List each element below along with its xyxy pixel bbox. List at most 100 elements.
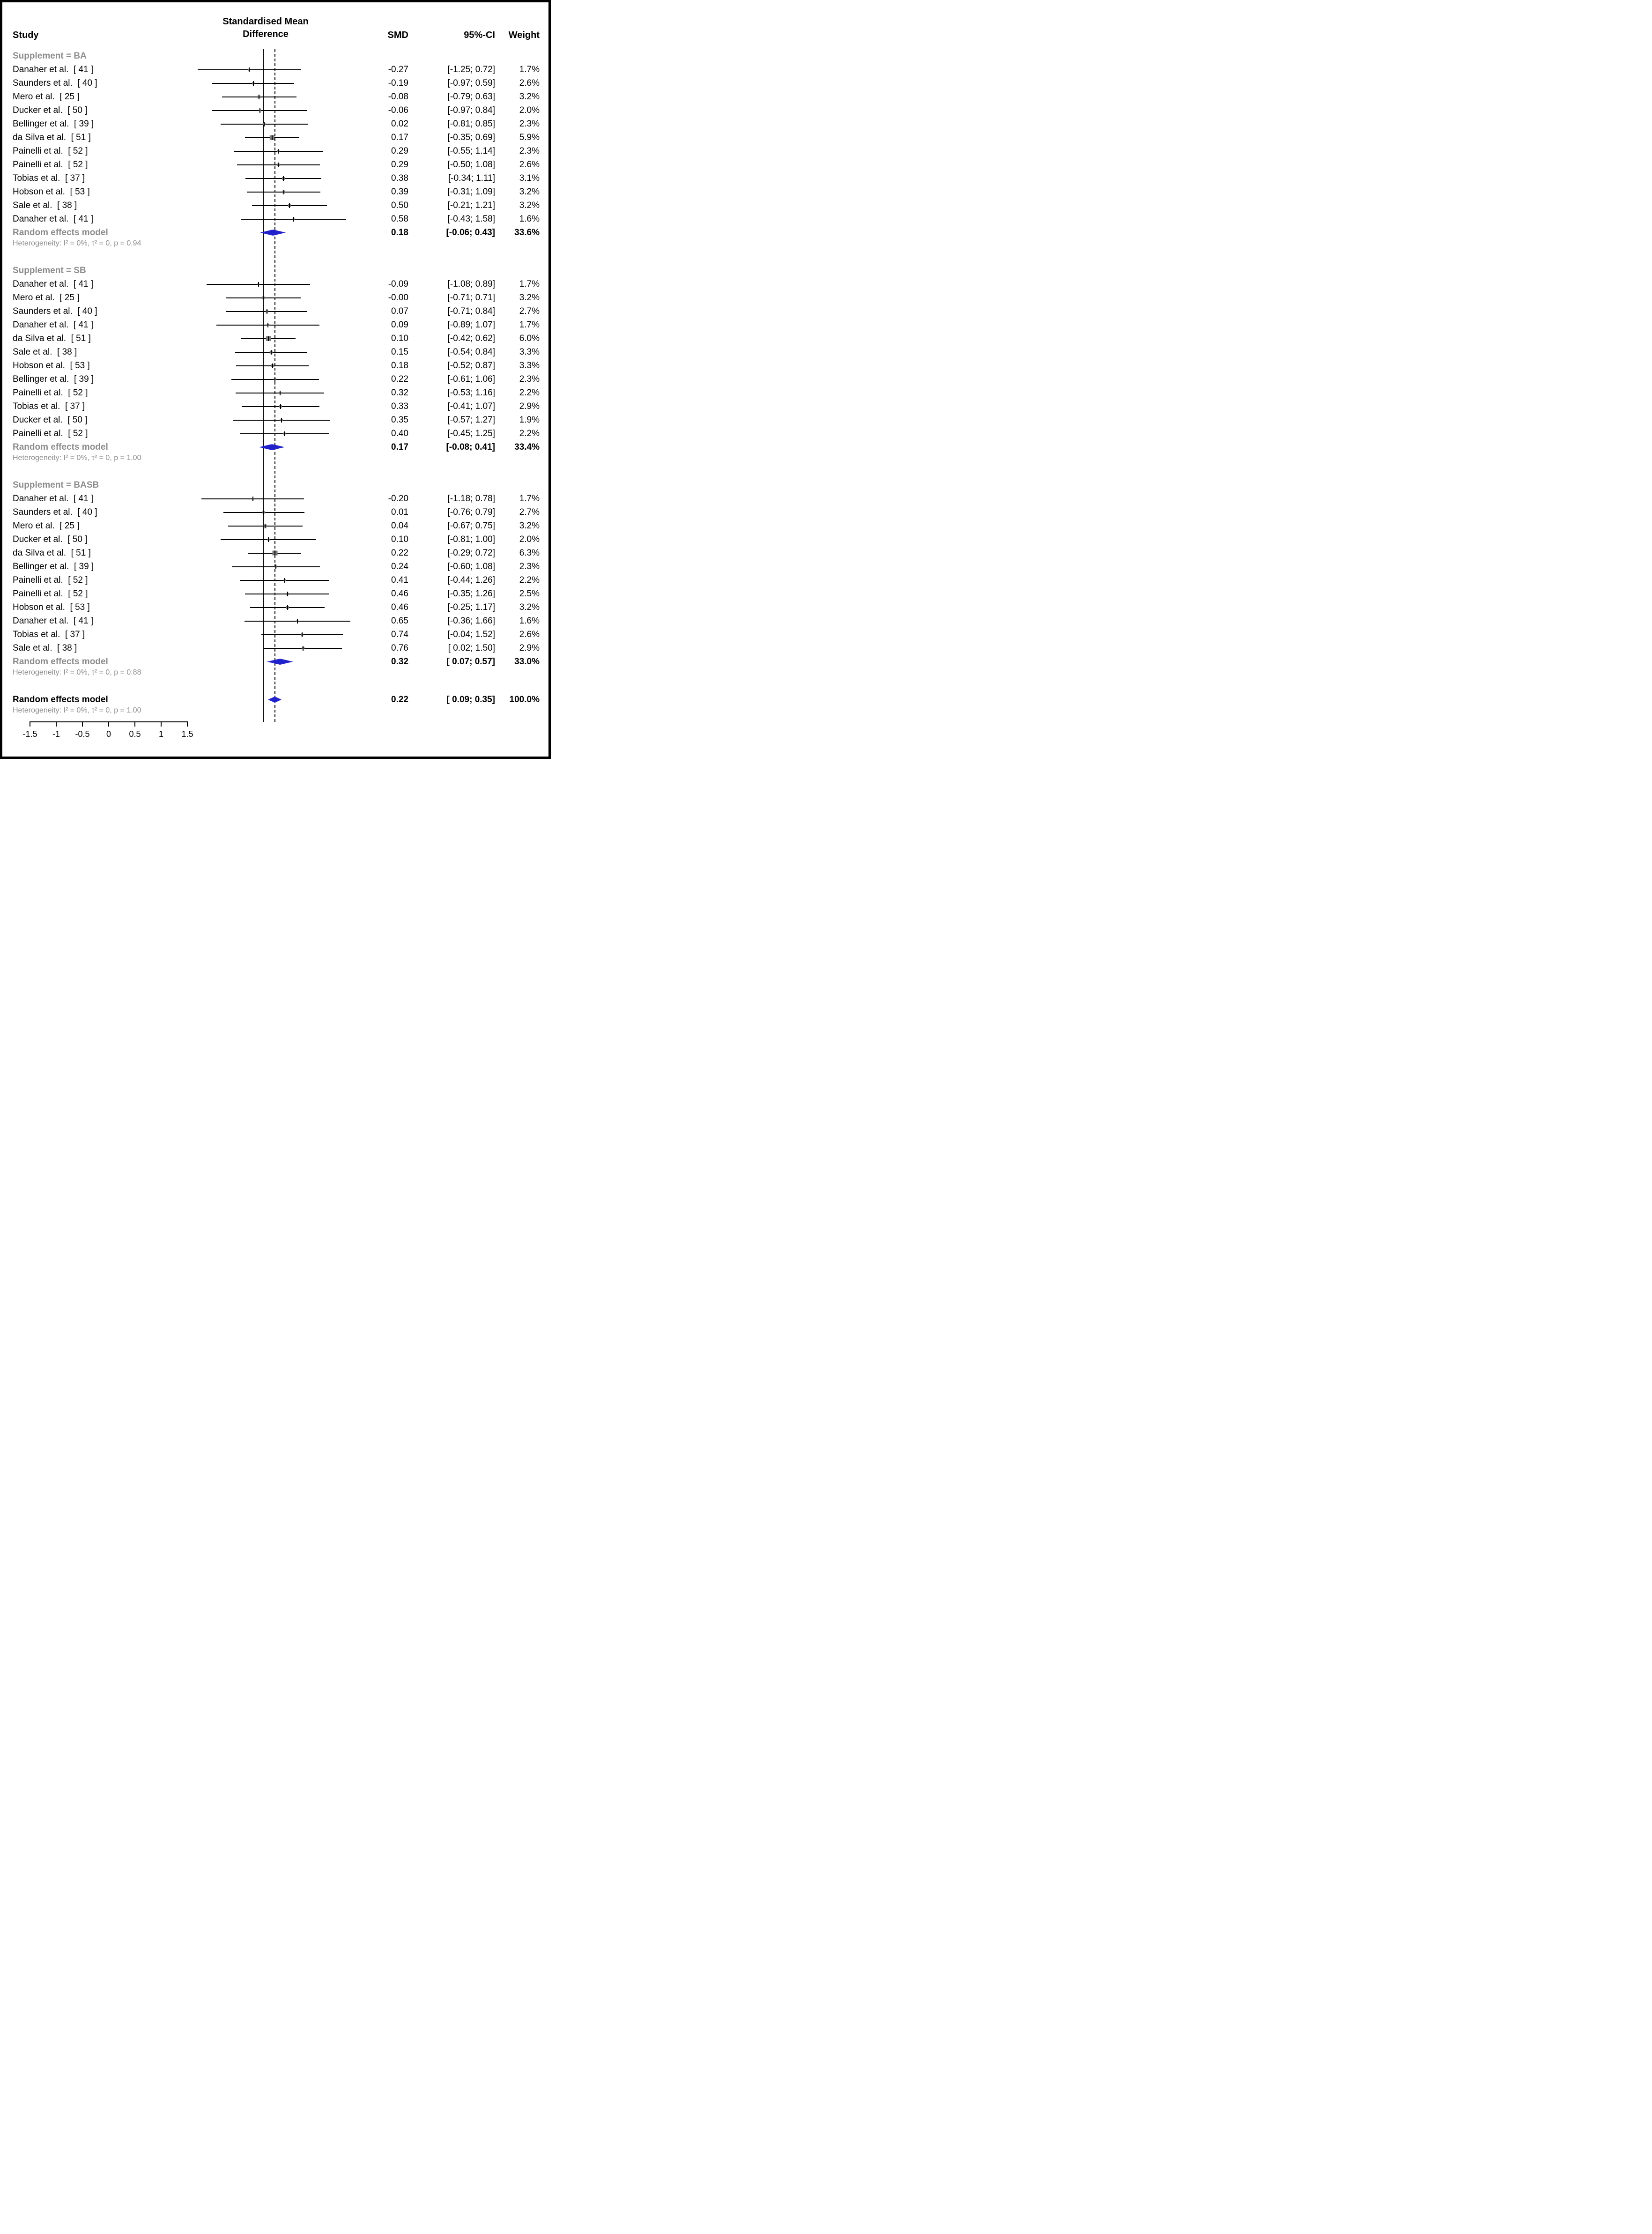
study-label: da Silva et al. [ 51 ]	[13, 132, 91, 142]
ci-value: [-0.81; 1.00]	[447, 534, 495, 544]
point-estimate-tick	[263, 510, 265, 515]
study-label: Bellinger et al. [ 39 ]	[13, 561, 94, 571]
point-estimate-tick	[280, 404, 281, 409]
weight-value: 2.9%	[519, 643, 540, 653]
weight-value: 2.5%	[519, 588, 540, 599]
smd-value: -0.00	[388, 292, 408, 303]
x-axis-tick-label: 0.5	[129, 729, 141, 739]
weight-value: 2.2%	[519, 575, 540, 585]
study-label: Tobias et al. [ 37 ]	[13, 173, 85, 183]
plot-cell	[167, 655, 364, 668]
study-label: Danaher et al. [ 41 ]	[13, 319, 94, 330]
smd-value: 0.29	[391, 146, 408, 156]
smd-value: 0.10	[391, 333, 408, 343]
weight-value: 1.7%	[519, 493, 540, 504]
study-label: Painelli et al. [ 52 ]	[13, 159, 88, 170]
study-row: Ducker et al. [ 50 ] -0.06 [-0.97; 0.84] 2.…	[13, 104, 542, 117]
ci-value: [-0.25; 1.17]	[447, 602, 495, 612]
point-estimate-tick	[289, 203, 290, 208]
plot-cell	[167, 158, 364, 171]
summary-label: Random effects model	[13, 442, 108, 452]
ci-value: [-0.52; 0.87]	[447, 360, 495, 371]
study-label: Bellinger et al. [ 39 ]	[13, 119, 94, 129]
heterogeneity-text: Heterogeneity: I² = 0%, τ² = 0, p = 0.94	[13, 239, 141, 247]
weight-value: 3.2%	[519, 292, 540, 303]
smd-value: 0.22	[391, 694, 408, 705]
study-label: Danaher et al. [ 41 ]	[13, 214, 94, 224]
study-label: da Silva et al. [ 51 ]	[13, 333, 91, 343]
study-row: Mero et al. [ 25 ] -0.08 [-0.79; 0.63] 3.2%	[13, 90, 542, 104]
smd-value: 0.22	[391, 548, 408, 558]
weight-value: 1.6%	[519, 214, 540, 224]
study-label: Mero et al. [ 25 ]	[13, 520, 80, 531]
study-label: Sale et al. [ 38 ]	[13, 347, 77, 357]
plot-cell	[167, 413, 364, 427]
ci-value: [-0.35; 0.69]	[447, 132, 495, 142]
weight-value: 2.9%	[519, 401, 540, 411]
plot-cell	[167, 144, 364, 158]
summary-diamond	[268, 697, 282, 703]
plot-cell	[167, 332, 364, 345]
study-label: Hobson et al. [ 53 ]	[13, 602, 90, 612]
ci-value: [-0.45; 1.25]	[447, 428, 495, 438]
study-row: Hobson et al. [ 53 ] 0.39 [-0.31; 1.09] 3.2…	[13, 185, 542, 199]
study-label: Hobson et al. [ 53 ]	[13, 360, 90, 371]
ci-value: [-0.31; 1.09]	[447, 186, 495, 197]
study-row: Tobias et al. [ 37 ] 0.33 [-0.41; 1.07] 2.9…	[13, 400, 542, 413]
plot-cell	[167, 291, 364, 304]
study-row: da Silva et al. [ 51 ] 0.10 [-0.42; 0.62] 6…	[13, 332, 542, 345]
point-estimate-tick	[264, 121, 265, 126]
ci-value: [-0.50; 1.08]	[447, 159, 495, 170]
weight-value: 2.3%	[519, 374, 540, 384]
plot-cell	[167, 492, 364, 505]
study-label: Painelli et al. [ 52 ]	[13, 575, 88, 585]
group-label: Supplement = BASB	[13, 480, 99, 490]
plot-cell	[167, 614, 364, 628]
weight-value: 2.7%	[519, 507, 540, 517]
weight-value: 6.0%	[519, 333, 540, 343]
x-axis-tick-label: -0.5	[75, 729, 90, 739]
smd-value: -0.27	[388, 64, 408, 74]
point-estimate-tick	[259, 108, 261, 113]
heterogeneity-row: Heterogeneity: I² = 0%, τ² = 0, p = 0.94	[13, 239, 542, 251]
ci-value: [-1.18; 0.78]	[447, 493, 495, 504]
plot-cell	[167, 641, 364, 655]
plot-cell	[167, 427, 364, 440]
point-estimate-tick	[279, 390, 281, 395]
ci-value: [-0.54; 0.84]	[447, 347, 495, 357]
weight-value: 2.6%	[519, 629, 540, 639]
smd-value: 0.15	[391, 347, 408, 357]
weight-value: 5.9%	[519, 132, 540, 142]
plot-cell	[167, 277, 364, 291]
ci-value: [-0.60; 1.08]	[447, 561, 495, 571]
study-row: Painelli et al. [ 52 ] 0.32 [-0.53; 1.16] 2…	[13, 386, 542, 400]
plot-cell	[167, 131, 364, 144]
summary-row: Random effects model 0.18 [-0.06; 0.43] 33.…	[13, 226, 542, 239]
x-axis: -1.5 -1 -0.5 0 0.5 1 1.5	[13, 718, 542, 744]
plot-cell	[167, 104, 364, 117]
heterogeneity-row: Heterogeneity: I² = 0%, τ² = 0, p = 0.88	[13, 668, 542, 680]
ci-value: [-0.67; 0.75]	[447, 520, 495, 531]
plot-cell	[167, 117, 364, 131]
plot-cell	[167, 628, 364, 641]
weight-value: 1.7%	[519, 319, 540, 330]
smd-value: 0.18	[391, 360, 408, 371]
point-estimate-tick	[275, 564, 276, 569]
smd-value: -0.09	[388, 279, 408, 289]
weight-value: 3.1%	[519, 173, 540, 183]
column-header-weight: Weight	[508, 30, 540, 40]
plot-cell	[167, 601, 364, 614]
summary-label: Random effects model	[13, 227, 108, 238]
plot-cell	[167, 519, 364, 533]
x-axis-tick	[187, 721, 188, 727]
column-header-ci: 95%-CI	[464, 30, 495, 40]
weight-value: 3.2%	[519, 520, 540, 531]
smd-value: 0.33	[391, 401, 408, 411]
group-header-row: Supplement = SB	[13, 264, 542, 277]
weight-value: 3.2%	[519, 186, 540, 197]
weight-value: 3.3%	[519, 360, 540, 371]
point-estimate-tick	[293, 216, 294, 222]
study-row: Bellinger et al. [ 39 ] 0.02 [-0.81; 0.85]…	[13, 117, 542, 131]
plot-cell	[167, 386, 364, 400]
smd-value: 0.07	[391, 306, 408, 316]
